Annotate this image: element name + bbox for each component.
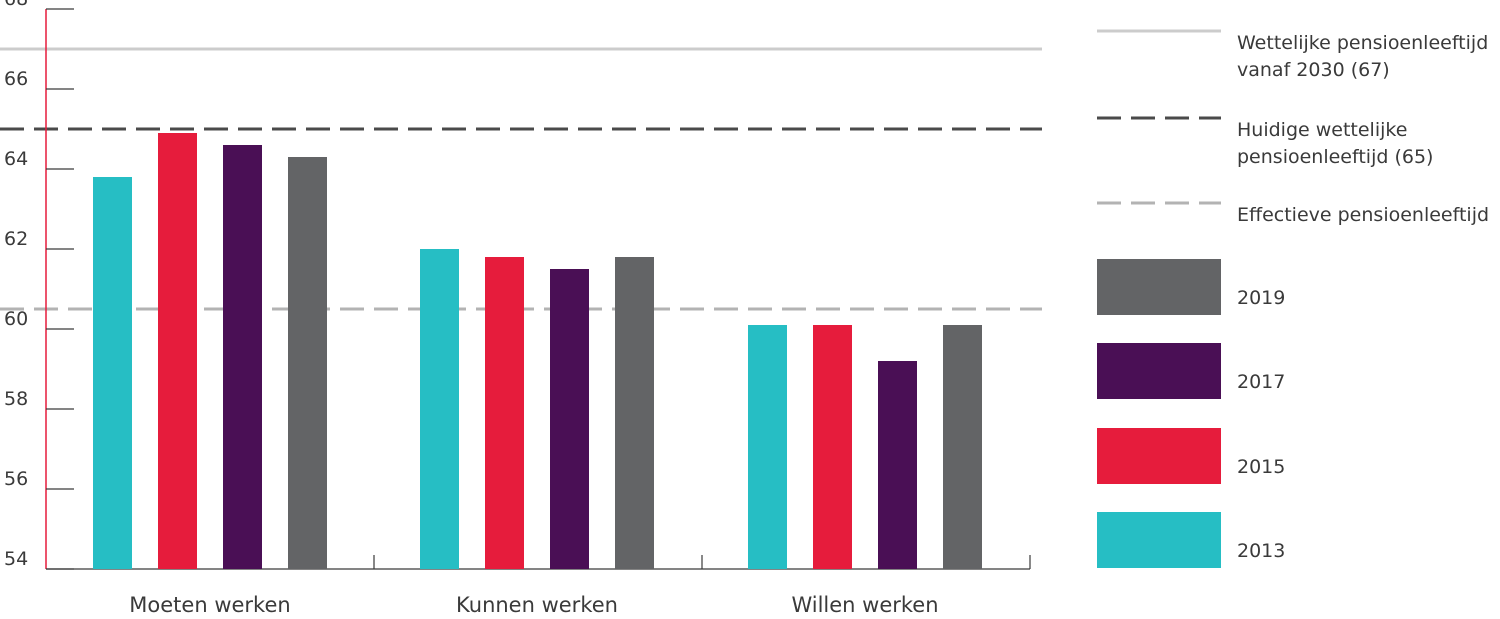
y-tick-label-4: 62 [4, 228, 28, 250]
legend-label-2013: 2013 [1237, 540, 1285, 562]
bar-2013-group-2 [748, 325, 787, 569]
category-label-0: Moeten werken [129, 593, 290, 617]
category-label-2: Willen werken [791, 593, 938, 617]
bar-2019-group-2 [943, 325, 982, 569]
legend-label-reference-1-line-0: Huidige wettelijke [1237, 119, 1407, 141]
bar-2015-group-2 [813, 325, 852, 569]
legend-swatch-2015 [1097, 428, 1221, 484]
y-tick-label-7: 68 [4, 0, 28, 10]
bar-2013-group-1 [420, 249, 459, 569]
bar-2015-group-1 [485, 257, 524, 569]
bar-2013-group-0 [93, 177, 132, 569]
category-label-1: Kunnen werken [456, 593, 618, 617]
bar-2015-group-0 [158, 133, 197, 569]
legend-swatch-2013 [1097, 512, 1221, 568]
y-tick-label-1: 56 [4, 468, 28, 490]
y-tick-label-2: 58 [4, 388, 28, 410]
bar-2017-group-2 [878, 361, 917, 569]
y-tick-label-0: 54 [4, 548, 28, 570]
y-tick-label-6: 66 [4, 68, 28, 90]
legend-swatch-2017 [1097, 343, 1221, 399]
bar-2019-group-1 [615, 257, 654, 569]
y-tick-label-5: 64 [4, 148, 28, 170]
legend-label-reference-0-line-1: vanaf 2030 (67) [1237, 59, 1390, 81]
legend-label-reference-0-line-0: Wettelijke pensioenleeftijd [1237, 32, 1488, 54]
y-tick-label-3: 60 [4, 308, 28, 330]
legend-label-2017: 2017 [1237, 371, 1285, 393]
legend-label-reference-1-line-1: pensioenleeftijd (65) [1237, 146, 1433, 168]
legend-label-2019: 2019 [1237, 287, 1285, 309]
bar-2019-group-0 [288, 157, 327, 569]
legend-label-reference-2-line-0: Effectieve pensioenleeftijd [1237, 204, 1489, 226]
bar-2017-group-0 [223, 145, 262, 569]
legend-swatch-2019 [1097, 259, 1221, 315]
bar-2017-group-1 [550, 269, 589, 569]
legend-label-2015: 2015 [1237, 456, 1285, 478]
